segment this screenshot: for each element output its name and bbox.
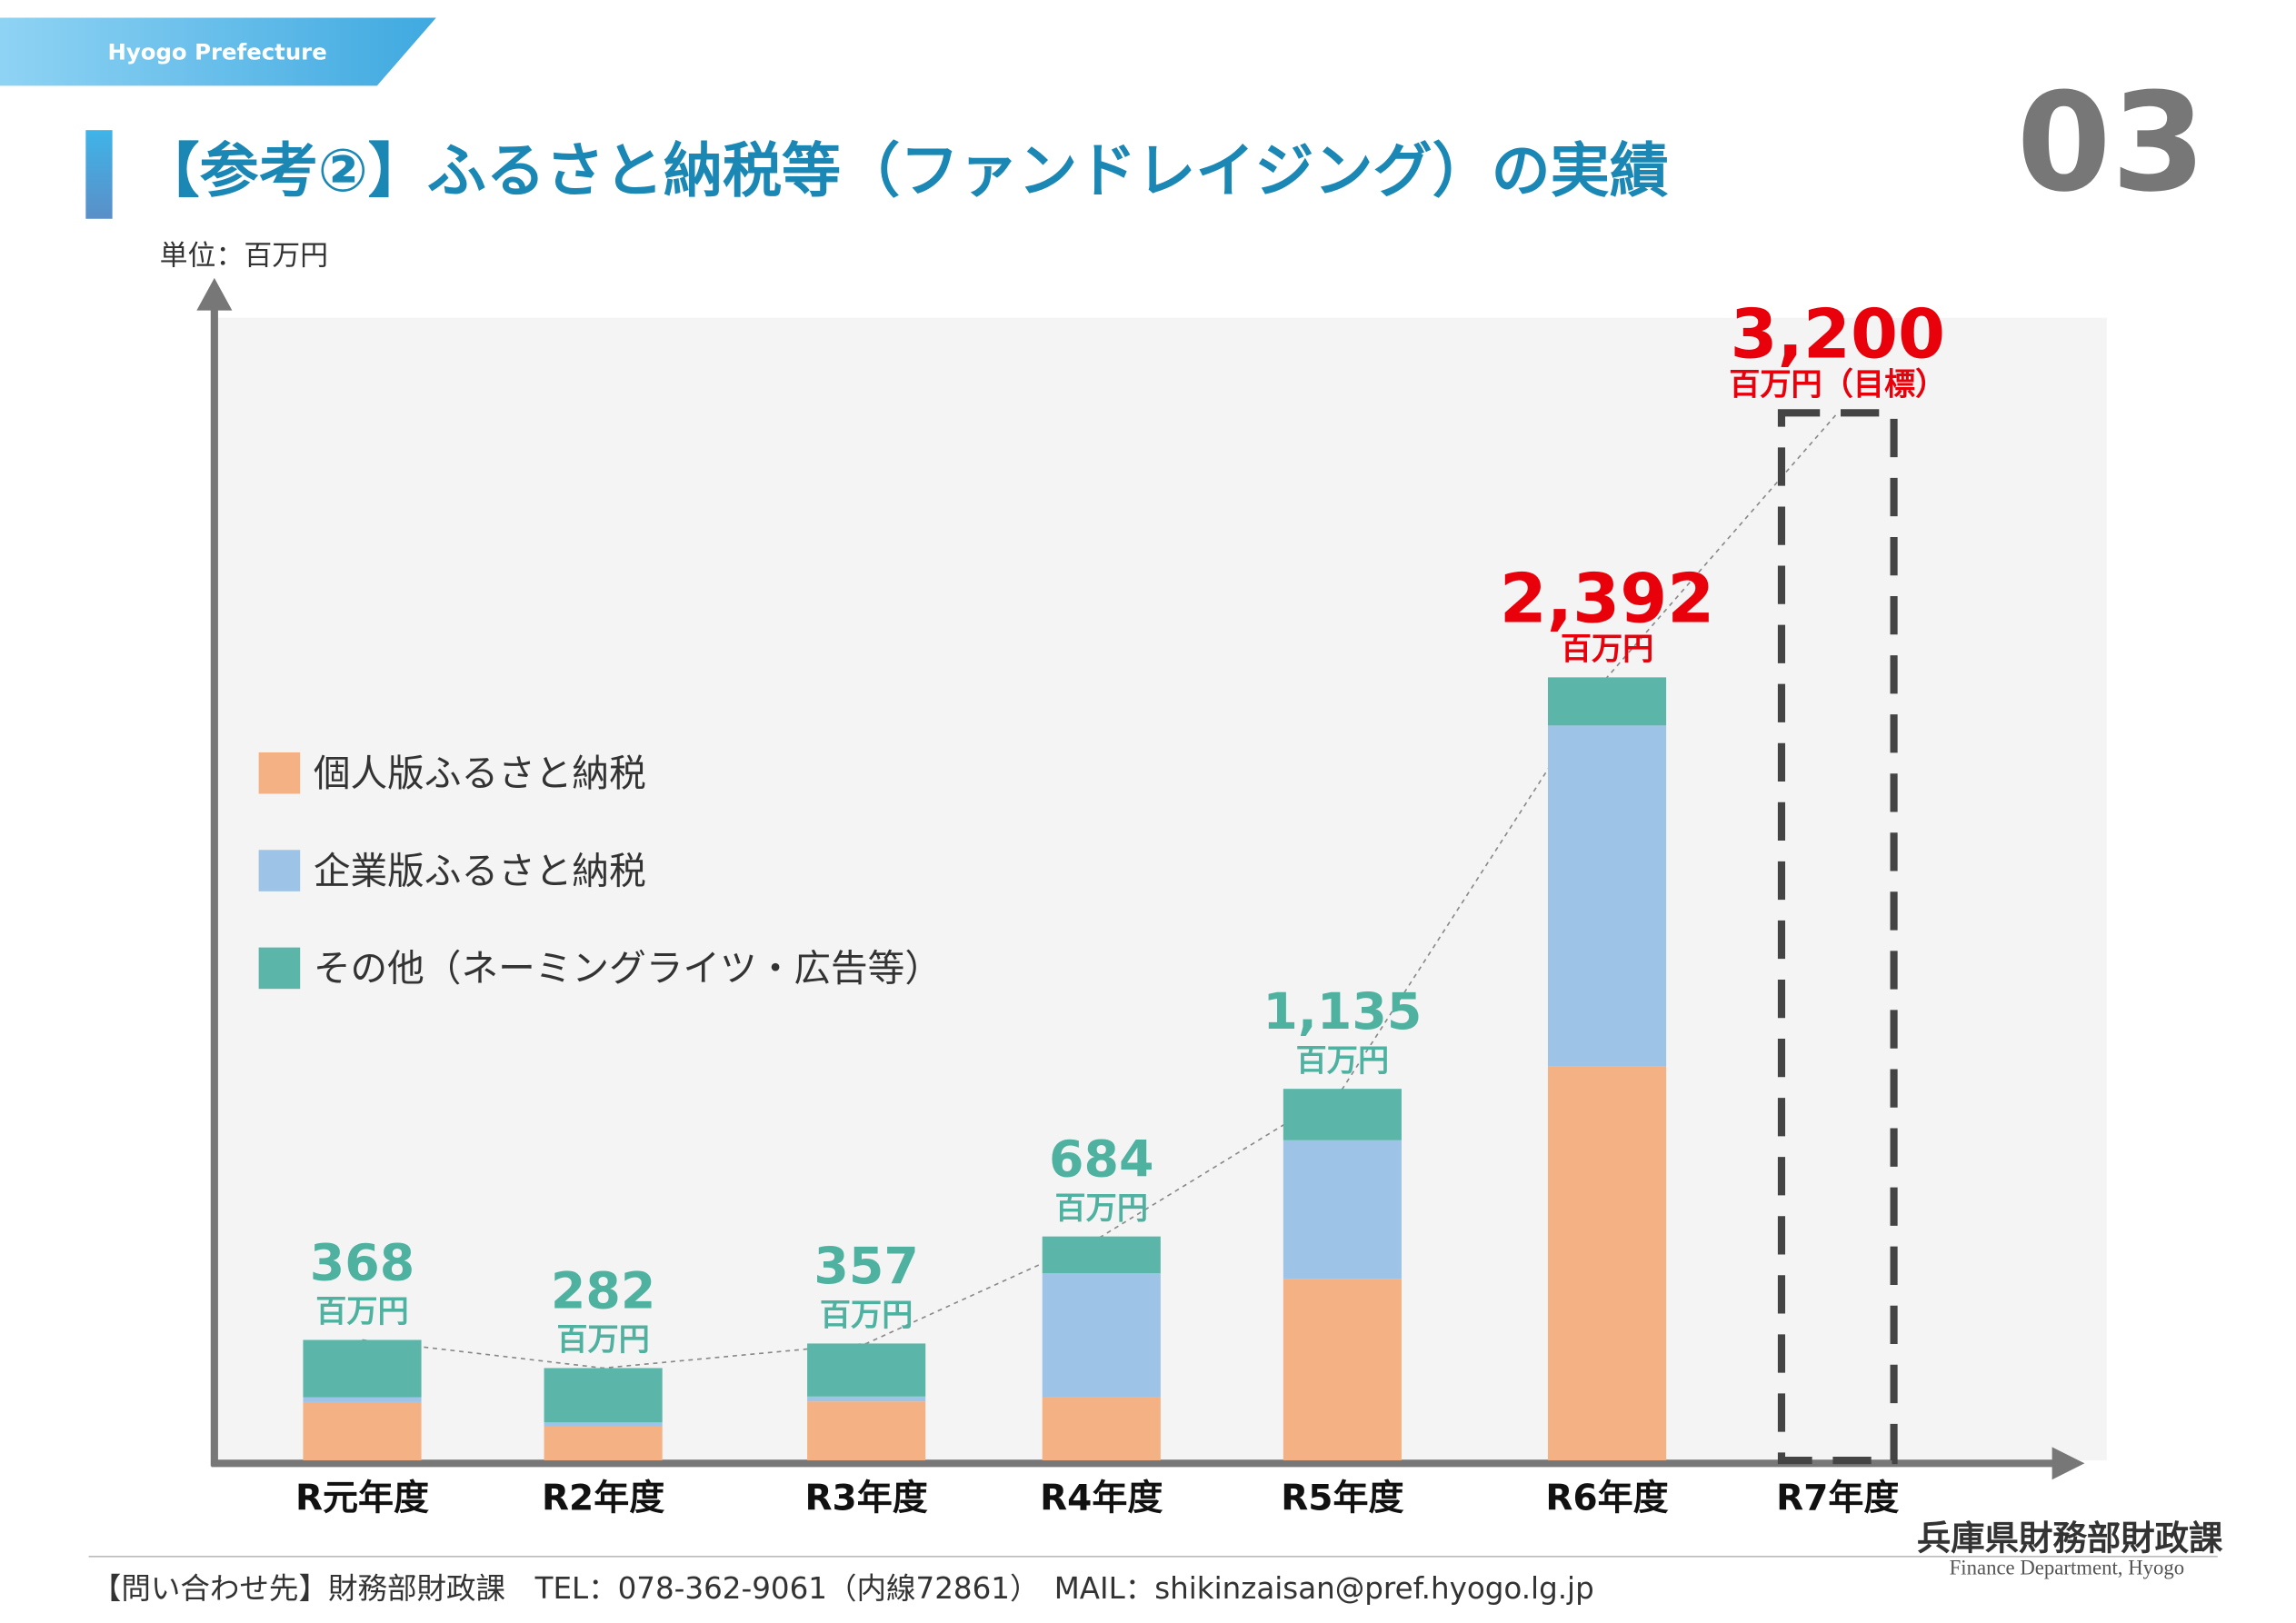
bar-segment bbox=[1042, 1236, 1161, 1273]
bar-segment bbox=[1547, 1066, 1667, 1461]
total-unit: 百万円 bbox=[556, 1322, 649, 1359]
x-tick-label: R4年度 bbox=[1040, 1478, 1163, 1518]
bar-segment bbox=[544, 1368, 663, 1423]
bar-segment bbox=[303, 1339, 422, 1398]
logo: 兵庫県財務部財政課 bbox=[1917, 1518, 2223, 1558]
legend-swatch bbox=[258, 752, 301, 794]
total-unit: 百万円 bbox=[1055, 1190, 1148, 1227]
total-label: 368 bbox=[310, 1234, 414, 1292]
bar-segment bbox=[1283, 1140, 1402, 1279]
bar-segment bbox=[1547, 677, 1667, 726]
bar-segment bbox=[807, 1343, 926, 1397]
total-label: 684 bbox=[1049, 1130, 1153, 1189]
bar-segment bbox=[1283, 1089, 1402, 1140]
legend-label: その他（ネーミングライツ・広告等） bbox=[314, 947, 942, 991]
x-tick-label: R6年度 bbox=[1545, 1478, 1668, 1518]
banner-text: Hyogo Prefecture bbox=[107, 39, 326, 65]
unit-label: 単位：百万円 bbox=[160, 240, 328, 273]
footer-contact: 【問い合わせ先】財務部財政課 TEL：078-362-9061（内線72861）… bbox=[92, 1571, 1594, 1606]
legend-swatch bbox=[258, 947, 301, 990]
legend-label: 個人版ふるさと納税 bbox=[314, 752, 646, 795]
bar-segment bbox=[807, 1401, 926, 1461]
title: 【参考②】ふるさと納税等（ファンドレイジング）の実績 bbox=[141, 137, 1669, 205]
x-tick-label: R7年度 bbox=[1776, 1478, 1899, 1518]
x-tick-label: R2年度 bbox=[542, 1478, 664, 1518]
logo-en: Finance Department, Hyogo bbox=[1950, 1557, 2185, 1579]
total-unit: 百万円（目標） bbox=[1729, 367, 1946, 403]
bar-segment bbox=[1283, 1279, 1402, 1461]
legend-label: 企業版ふるさと納税 bbox=[314, 849, 646, 892]
total-label: 2,392 bbox=[1500, 560, 1715, 639]
total-unit: 百万円 bbox=[1296, 1042, 1389, 1079]
plot: 百万円368R元年度百万円282R2年度百万円357R3年度百万円684R4年度… bbox=[258, 294, 1946, 1518]
bar-segment bbox=[807, 1396, 926, 1402]
plot-bg bbox=[217, 317, 2107, 1461]
bar-segment bbox=[1042, 1397, 1161, 1461]
y-arrow bbox=[196, 277, 233, 311]
title-bar bbox=[85, 130, 113, 219]
total-unit: 百万円 bbox=[315, 1294, 408, 1330]
total-unit: 百万円 bbox=[820, 1298, 913, 1334]
x-arrow bbox=[2051, 1447, 2085, 1480]
bar-segment bbox=[303, 1401, 422, 1461]
x-tick-label: R3年度 bbox=[805, 1478, 928, 1518]
total-label: 1,135 bbox=[1263, 983, 1422, 1041]
bar-segment bbox=[1547, 725, 1667, 1067]
banner bbox=[0, 17, 436, 86]
target-box bbox=[1777, 409, 1898, 1465]
x-tick-label: R元年度 bbox=[295, 1478, 429, 1518]
total-label: 282 bbox=[551, 1262, 655, 1320]
page-number: 03 bbox=[2017, 65, 2206, 223]
total-unit: 百万円 bbox=[1561, 632, 1653, 668]
bar-segment bbox=[544, 1426, 663, 1461]
total-label: 3,200 bbox=[1730, 294, 1945, 373]
bar-segment bbox=[303, 1397, 422, 1402]
legend-swatch bbox=[258, 850, 301, 891]
total-label: 357 bbox=[814, 1238, 918, 1296]
bar-segment bbox=[544, 1422, 663, 1427]
bar-segment bbox=[1042, 1272, 1161, 1398]
x-tick-label: R5年度 bbox=[1281, 1478, 1403, 1518]
